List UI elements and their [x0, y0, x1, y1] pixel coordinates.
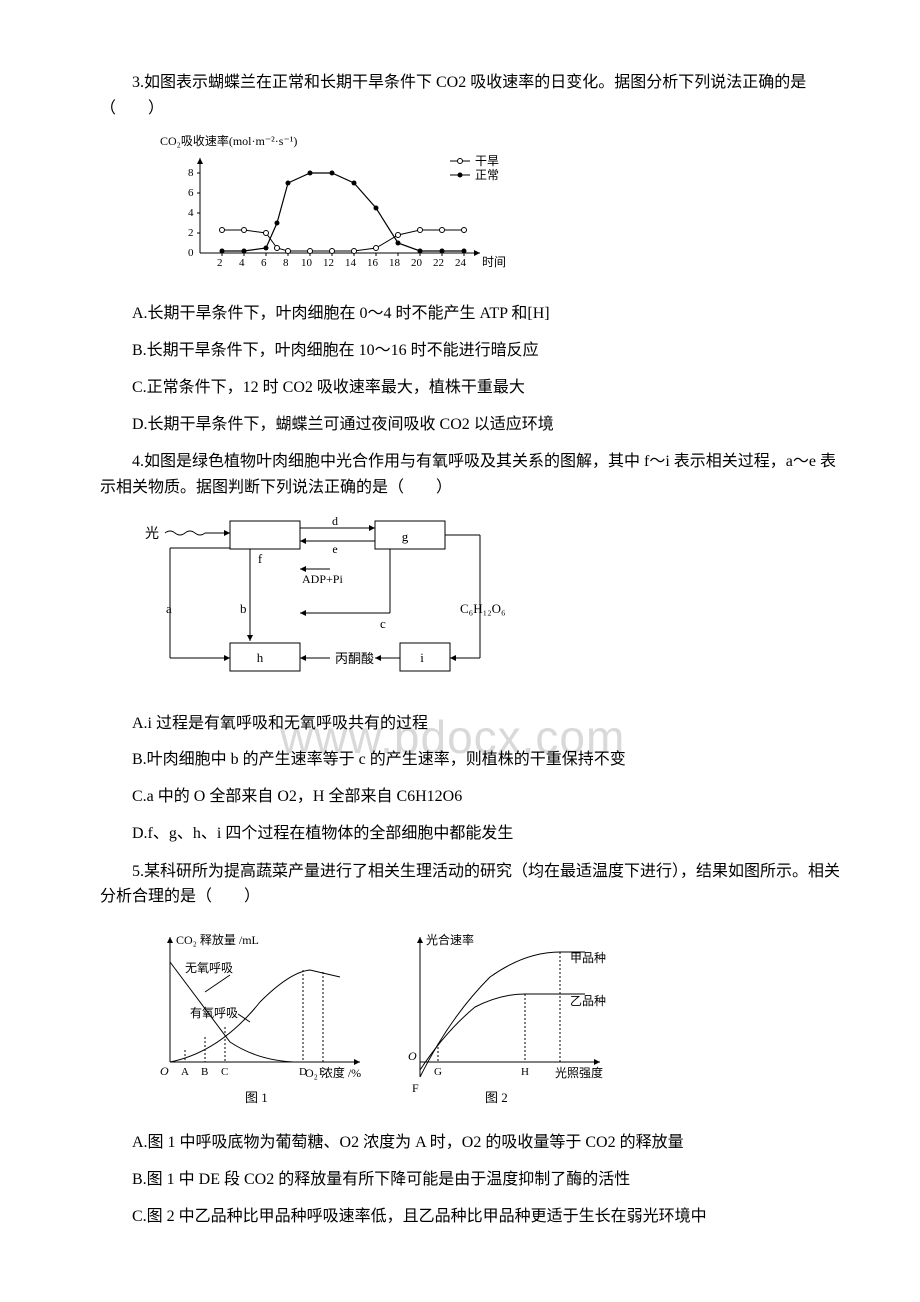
q4-a: a: [166, 601, 172, 616]
q3-option-b: B.长期干旱条件下，叶肉细胞在 10～16 时不能进行暗反应: [100, 337, 850, 366]
svg-text:10: 10: [301, 257, 313, 269]
q3-option-a: A.长期干旱条件下，叶肉细胞在 0～4 时不能产生 ATP 和[H]: [100, 300, 850, 329]
q3-markers-normal: [220, 171, 467, 254]
q4-diagram: 光 f g d e ADP+Pi a b: [140, 513, 850, 698]
svg-text:图 1: 图 1: [245, 1090, 268, 1105]
q3-legend: 干旱 正常: [450, 154, 499, 182]
q4-pyruvate: 丙酮酸: [335, 651, 374, 666]
svg-text:8: 8: [283, 257, 289, 269]
q5-fig2: 光合速率 光照强度 F O 甲品种 乙品种 G H 图 2: [408, 932, 606, 1105]
svg-text:乙品种: 乙品种: [570, 994, 606, 1008]
svg-text:O₂ 浓度 /%: O₂ 浓度 /%: [305, 1065, 361, 1080]
svg-text:4: 4: [239, 257, 245, 269]
q3-series-normal: [222, 173, 464, 251]
q5-fig1: CO₂ 释放量 /mL O₂ 浓度 /% 无氧呼吸 有氧呼吸 O A B: [160, 932, 361, 1105]
svg-text:H: H: [521, 1066, 529, 1078]
svg-text:2: 2: [217, 257, 223, 269]
q4-adp: ADP+Pi: [302, 572, 343, 586]
svg-text:C: C: [221, 1066, 228, 1078]
q3-option-d: D.长期干旱条件下，蝴蝶兰可通过夜间吸收 CO2 以适应环境: [100, 411, 850, 440]
svg-text:6: 6: [261, 257, 267, 269]
q3-chart: CO₂吸收速率(mol·m⁻²·s⁻¹) 0 2 4 6 8: [160, 133, 850, 288]
svg-text:20: 20: [411, 257, 423, 269]
q4-option-a: A.i 过程是有氧呼吸和无氧呼吸共有的过程: [100, 710, 850, 739]
q4-c: c: [380, 616, 386, 631]
q3-stem: 3.如图表示蝴蝶兰在正常和长期干旱条件下 CO2 吸收速率的日变化。据图分析下列…: [68, 70, 850, 121]
q4-h: h: [257, 650, 264, 665]
svg-text:O: O: [408, 1049, 417, 1063]
svg-text:F: F: [412, 1081, 419, 1095]
q3-yticks: 0 2 4 6 8: [188, 167, 200, 259]
q5-option-c: C.图 2 中乙品种比甲品种呼吸速率低，且乙品种比甲品种更适于生长在弱光环境中: [100, 1203, 850, 1232]
q5-figures: CO₂ 释放量 /mL O₂ 浓度 /% 无氧呼吸 有氧呼吸 O A B: [130, 922, 850, 1117]
q4-d: d: [332, 514, 338, 528]
svg-text:干旱: 干旱: [475, 154, 499, 168]
q5-stem: 5.某科研所为提高蔬菜产量进行了相关生理活动的研究（均在最适温度下进行），结果如…: [100, 859, 850, 910]
svg-text:G: G: [434, 1066, 442, 1078]
q3-axes: [197, 158, 480, 256]
q4-f: f: [258, 551, 263, 566]
q5-option-a: A.图 1 中呼吸底物为葡萄糖、O2 浓度为 A 时，O2 的吸收量等于 CO2…: [100, 1129, 850, 1158]
svg-text:22: 22: [433, 257, 444, 269]
svg-text:6: 6: [188, 187, 194, 199]
q3-xlabel: 时间: [482, 255, 506, 269]
q3-option-c: C.正常条件下，12 时 CO2 吸收速率最大，植株干重最大: [100, 374, 850, 403]
svg-text:甲品种: 甲品种: [570, 951, 606, 965]
svg-text:0: 0: [188, 247, 194, 259]
svg-text:B: B: [201, 1066, 208, 1078]
svg-text:E: E: [319, 1066, 326, 1078]
q3-xticks: 2468 10121416 18202224: [217, 253, 467, 269]
q4-stem: 4.如图是绿色植物叶肉细胞中光合作用与有氧呼吸及其关系的图解，其中 f～i 表示…: [100, 449, 850, 500]
svg-text:无氧呼吸: 无氧呼吸: [185, 961, 233, 975]
q5-option-b: B.图 1 中 DE 段 CO2 的释放量有所下降可能是由于温度抑制了酶的活性: [100, 1166, 850, 1195]
svg-text:正常: 正常: [475, 168, 499, 182]
svg-text:2: 2: [188, 227, 194, 239]
q4-option-b: B.叶肉细胞中 b 的产生速率等于 c 的产生速率，则植株的干重保持不变: [100, 746, 850, 775]
q4-e: e: [332, 542, 337, 556]
svg-text:16: 16: [367, 257, 379, 269]
svg-text:O: O: [160, 1064, 169, 1078]
svg-text:8: 8: [188, 167, 194, 179]
q4-i: i: [420, 650, 424, 665]
svg-text:18: 18: [389, 257, 401, 269]
q4-option-d: D.f、g、h、i 四个过程在植物体的全部细胞中都能发生: [100, 820, 850, 849]
q4-option-c: C.a 中的 O 全部来自 O2，H 全部来自 C6H12O6: [100, 783, 850, 812]
svg-text:光合速率: 光合速率: [426, 932, 474, 947]
svg-text:光照强度: 光照强度: [555, 1065, 603, 1080]
svg-text:图 2: 图 2: [485, 1090, 508, 1105]
q4-light-label: 光: [145, 526, 159, 542]
svg-text:CO₂ 释放量 /mL: CO₂ 释放量 /mL: [176, 932, 259, 947]
svg-text:D: D: [299, 1066, 307, 1078]
q4-glucose: C₆H₁₂O₆: [460, 601, 506, 616]
q4-b: b: [240, 601, 247, 616]
svg-text:14: 14: [345, 257, 357, 269]
svg-text:4: 4: [188, 207, 194, 219]
q3-series-dry: [222, 230, 464, 251]
svg-text:24: 24: [455, 257, 467, 269]
svg-text:A: A: [181, 1066, 189, 1078]
q3-ylabel: CO₂吸收速率(mol·m⁻²·s⁻¹): [160, 133, 297, 148]
q4-g: g: [402, 529, 409, 544]
svg-text:有氧呼吸: 有氧呼吸: [190, 1006, 238, 1020]
svg-text:12: 12: [323, 257, 334, 269]
